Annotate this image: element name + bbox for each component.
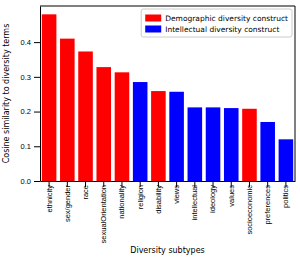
x-axis-line — [41, 181, 296, 182]
x-tick: religion — [136, 181, 145, 209]
x-tick: intellectual — [190, 181, 199, 220]
y-tick-label: 0.3 — [21, 73, 31, 82]
x-tick-label: disability — [154, 185, 163, 214]
legend-swatch — [145, 26, 161, 33]
plot: 0.0 0.1 0.2 0.3 0.4 ethnicity sex/gender racese… — [21, 6, 296, 243]
x-tick-label: religion — [136, 185, 145, 209]
y-tick-label: 0.1 — [21, 142, 31, 151]
legend-swatch — [145, 15, 161, 22]
y-tick-mark — [34, 112, 40, 113]
y-tick-mark — [34, 42, 40, 43]
x-tick-label: views — [172, 185, 181, 204]
x-tick-label: sexualOrientation — [99, 185, 108, 243]
x-tick-label: race — [81, 185, 90, 200]
bar — [206, 107, 221, 181]
x-tick: disability — [154, 181, 163, 214]
x-tick-label: nationality — [117, 185, 126, 219]
y-axis-title: Cosine similarity to diversity terms — [2, 24, 11, 164]
bar — [188, 107, 203, 181]
bar — [42, 14, 57, 181]
y-tick: 0.2 — [21, 107, 40, 116]
y-axis-line — [40, 7, 41, 182]
bar — [78, 51, 93, 181]
x-axis-title: Diversity subtypes — [130, 246, 205, 255]
x-tick-label: socioeconomic — [245, 185, 254, 235]
bar — [169, 92, 184, 181]
x-tick: ideology — [208, 181, 217, 213]
legend: Demographic diversity construct Intellect… — [141, 9, 292, 37]
bar — [96, 67, 111, 181]
bar — [133, 82, 148, 181]
frame-top — [40, 6, 295, 7]
x-tick: preferences — [263, 181, 272, 225]
x-tick-label: intellectual — [190, 185, 199, 221]
y-tick-mark — [34, 77, 40, 78]
chart: 0.0 0.1 0.2 0.3 0.4 ethnicity sex/gender racese… — [0, 0, 300, 257]
y-tick-label: 0.2 — [21, 107, 31, 116]
x-tick-label: sex/gender — [63, 184, 72, 222]
x-tick-label: ethnicity — [45, 185, 54, 213]
x-tick: sex/gender — [63, 181, 72, 222]
bar — [151, 91, 166, 181]
x-tick: socioeconomic — [245, 181, 254, 235]
x-tick: views — [172, 181, 181, 204]
y-tick-mark — [34, 146, 40, 147]
x-tick: race — [81, 181, 90, 200]
legend-label: Demographic diversity construct — [165, 14, 288, 23]
bar — [60, 39, 75, 181]
y-axis: 0.0 0.1 0.2 0.3 0.4 — [21, 7, 41, 186]
y-tick: 0.0 — [21, 177, 40, 186]
legend-label: Intellectual diversity construct — [165, 25, 279, 34]
bar — [279, 139, 294, 181]
x-tick-label: preferences — [263, 185, 272, 225]
x-tick: sexualOrientation — [99, 181, 108, 243]
bar — [242, 109, 257, 181]
y-tick: 0.3 — [21, 73, 40, 82]
x-tick: ethnicity — [45, 181, 54, 213]
x-tick: values — [227, 181, 236, 207]
x-tick: politics — [281, 181, 290, 208]
x-tick-label: politics — [281, 185, 290, 208]
y-tick: 0.1 — [21, 142, 40, 151]
x-tick: nationality — [117, 181, 126, 219]
bars — [42, 14, 293, 181]
x-tick-label: ideology — [208, 185, 217, 213]
y-tick: 0.4 — [21, 38, 40, 47]
y-tick-label: 0.0 — [21, 177, 31, 186]
bar — [224, 108, 239, 181]
bar — [260, 122, 275, 181]
x-axis: ethnicity sex/gender race sexualOrientation… — [41, 181, 296, 243]
x-tick-label: values — [227, 185, 236, 207]
frame-right — [295, 6, 296, 181]
y-tick-mark — [34, 181, 40, 182]
bar — [115, 72, 130, 181]
legend-box — [141, 9, 292, 37]
y-tick-label: 0.4 — [21, 38, 31, 47]
